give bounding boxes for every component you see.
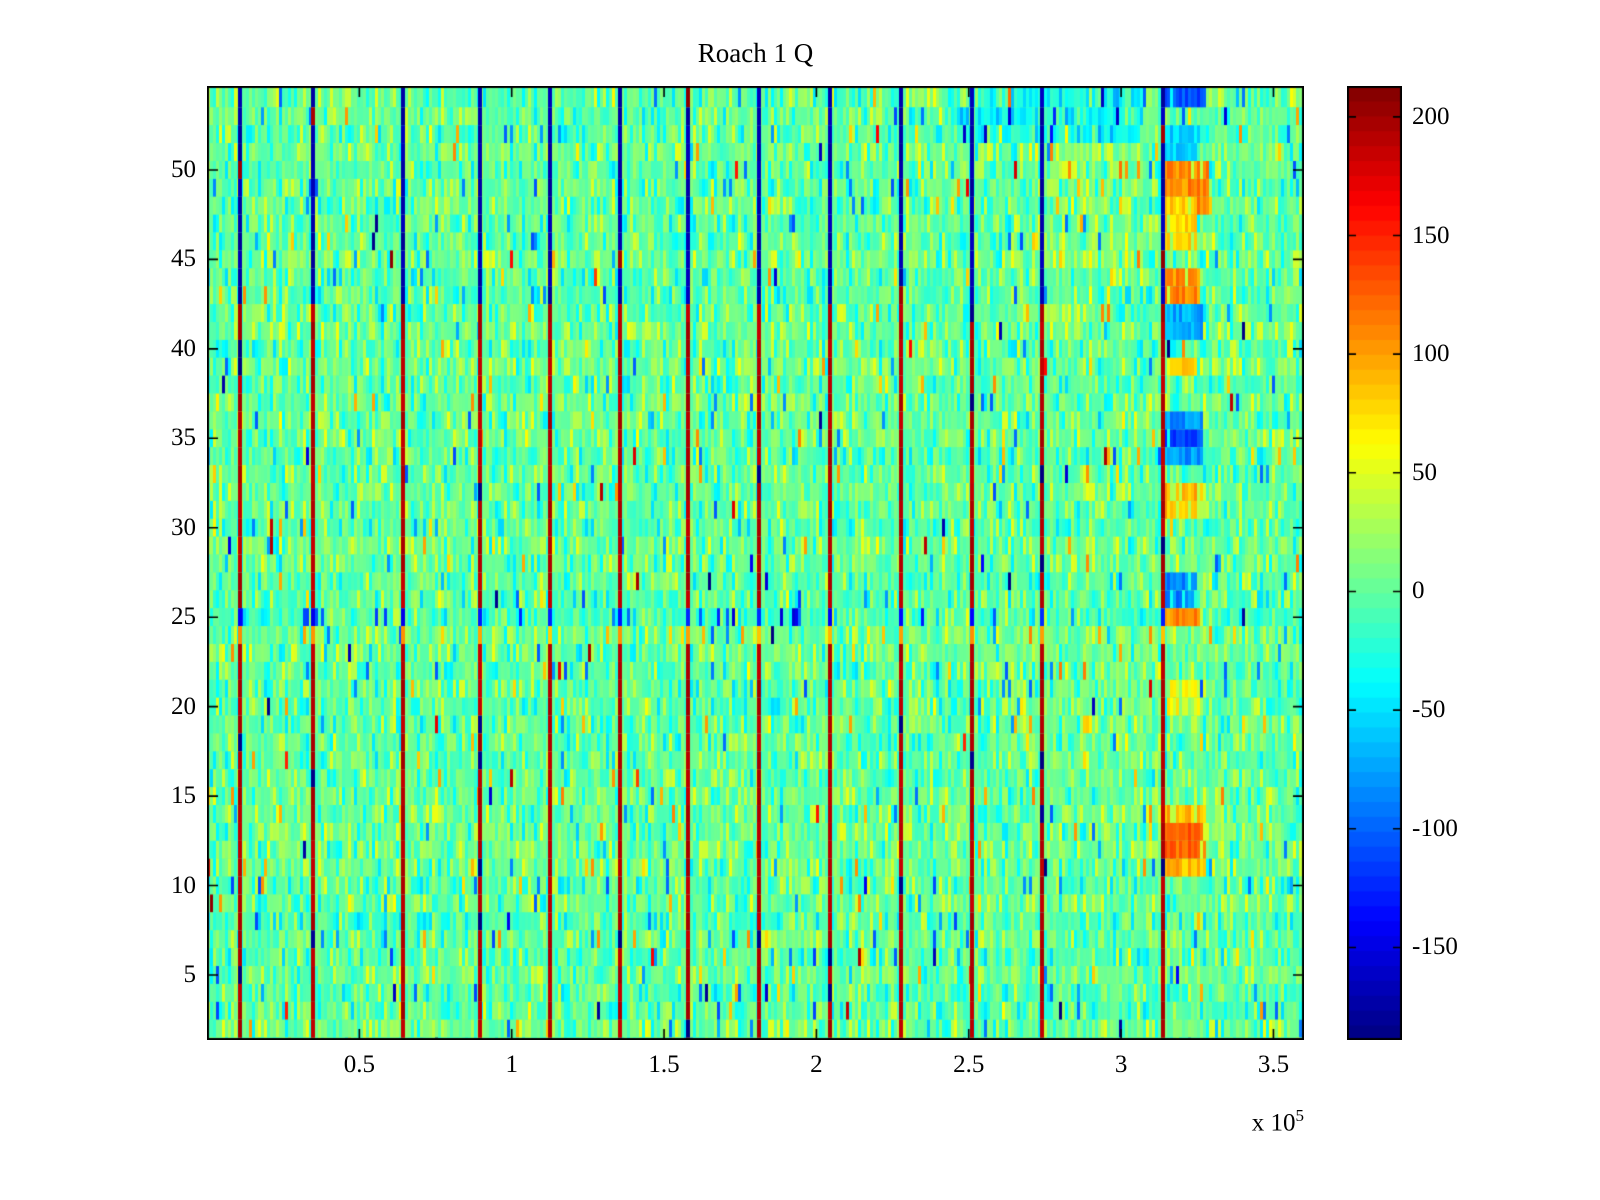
x-axis-exponent-label: x 105 (1140, 1106, 1304, 1137)
y-tick-label: 25 (171, 603, 196, 631)
colorbar-canvas (1347, 86, 1402, 1040)
y-tick-label: 20 (171, 692, 196, 720)
colorbar-tick-label: 50 (1412, 458, 1437, 486)
y-tick-label: 5 (183, 961, 197, 988)
x-tick-label: 3 (1114, 1051, 1128, 1078)
exponent-prefix: x 10 (1251, 1109, 1296, 1137)
x-tick-label: 0.5 (343, 1051, 375, 1078)
y-tick-label: 50 (171, 155, 196, 183)
y-tick-label: 40 (171, 334, 196, 362)
x-tick-label: 3.5 (1257, 1051, 1290, 1078)
colorbar-tick-label: -100 (1412, 814, 1458, 842)
colorbar-tick-label: 150 (1412, 221, 1450, 249)
colorbar-tick-label: 0 (1412, 577, 1425, 605)
chart-title: Roach 1 Q (697, 38, 814, 68)
colorbar-tick-label: -150 (1412, 933, 1458, 961)
exponent-superscript: 5 (1295, 1106, 1305, 1125)
colorbar-tick-label: 100 (1412, 340, 1450, 368)
x-tick-label: 2.5 (953, 1051, 985, 1078)
y-tick-label: 45 (171, 245, 196, 273)
y-tick-label: 10 (171, 871, 196, 899)
colorbar-tick-label: -50 (1412, 696, 1446, 724)
x-tick-label: 2 (810, 1051, 823, 1078)
heatmap-canvas (207, 86, 1304, 1040)
y-tick-label: 35 (171, 424, 196, 452)
y-tick-label: 15 (171, 782, 196, 810)
y-tick-label: 30 (171, 513, 196, 541)
x-tick-label: 1 (505, 1051, 518, 1078)
x-tick-label: 1.5 (648, 1051, 680, 1078)
colorbar-tick-label: 200 (1412, 102, 1450, 130)
